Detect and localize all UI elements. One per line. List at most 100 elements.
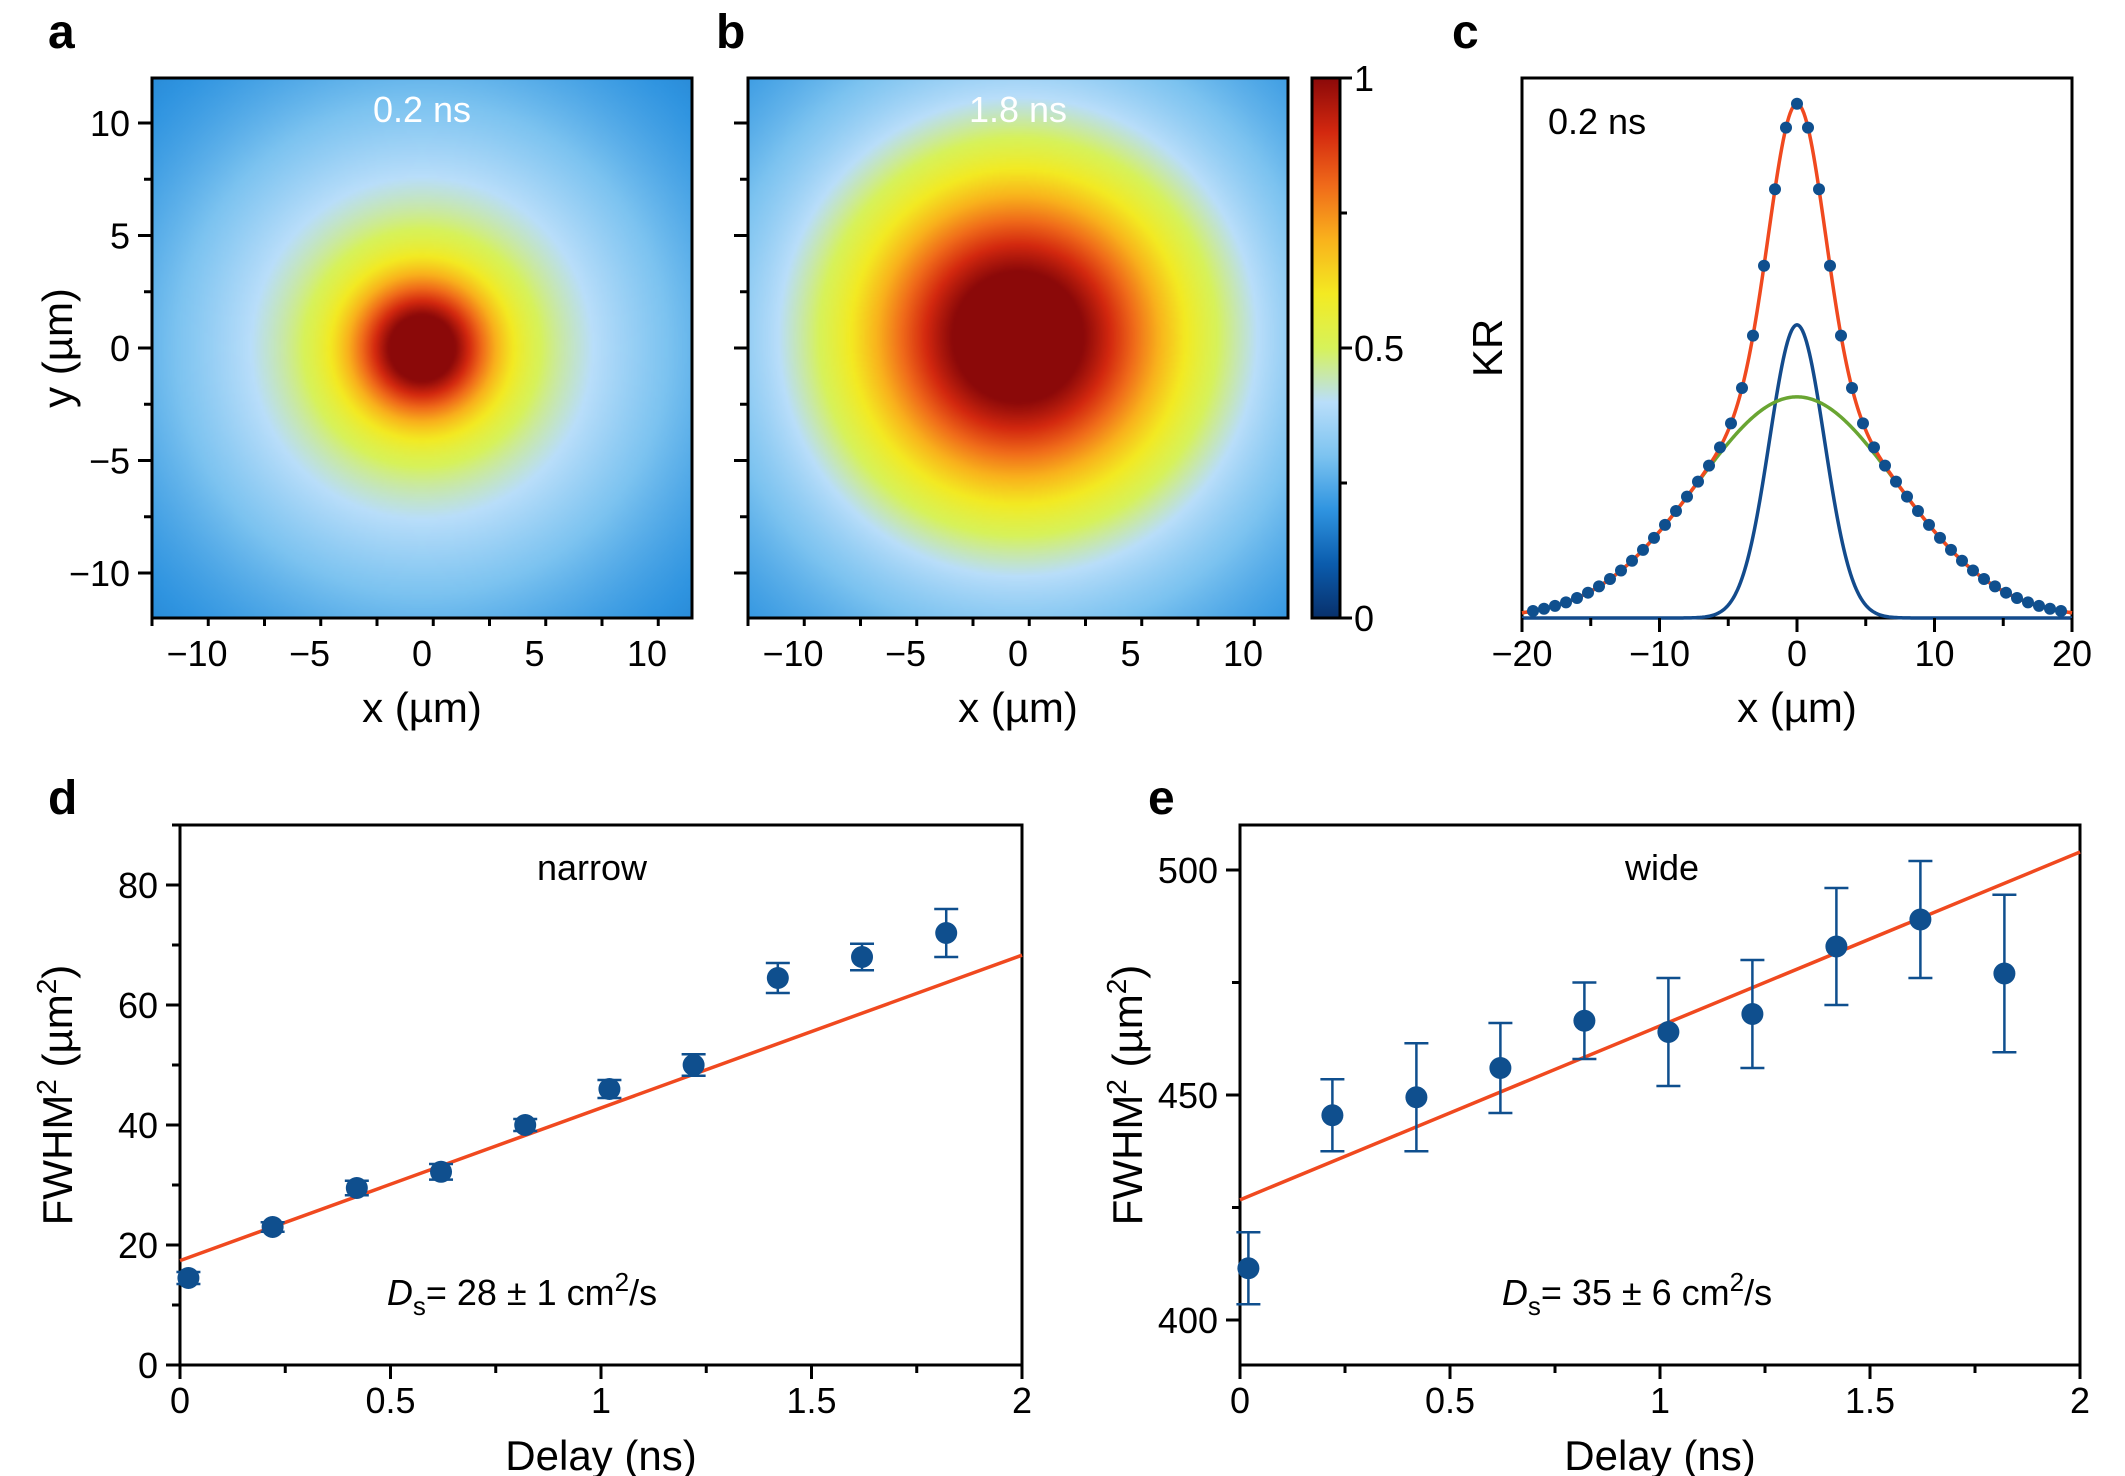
x-tick-label: −10 xyxy=(762,633,823,674)
profile-point xyxy=(1978,573,1990,586)
heatmap-image-1p8ns xyxy=(748,78,1288,618)
y-tick-label: 40 xyxy=(118,1105,158,1146)
data-point xyxy=(766,967,789,989)
profile-point xyxy=(1791,97,1803,110)
x-tick-label: 20 xyxy=(2052,633,2092,674)
data-point xyxy=(1825,935,1848,958)
x-tick-label: −10 xyxy=(166,633,227,674)
x-axis-title-a: x (µm) xyxy=(362,684,482,731)
data-point xyxy=(1741,1003,1764,1025)
data-point xyxy=(261,1216,284,1238)
y-ticks-e: 400 450 500 xyxy=(1158,850,1240,1341)
narrow-gaussian-curve xyxy=(1522,323,2072,620)
data-point xyxy=(430,1160,453,1183)
x-tick-label: 0 xyxy=(412,633,432,674)
linear-fit-line-d xyxy=(179,953,1023,1263)
profile-point xyxy=(1604,573,1616,586)
profile-point xyxy=(1857,417,1869,430)
y-ticks-a: −10 −5 0 5 10 xyxy=(69,103,152,594)
profile-point xyxy=(1670,505,1682,518)
profile-point xyxy=(1813,183,1825,196)
colorbar xyxy=(1312,78,1340,618)
inner-label-wide: wide xyxy=(1624,847,1699,888)
colorbar-tick-label: 0 xyxy=(1354,598,1374,639)
x-tick-label: −5 xyxy=(289,633,330,674)
panel-letter-c: c xyxy=(1452,6,1479,59)
profile-point xyxy=(2011,591,2023,604)
data-point xyxy=(514,1114,537,1136)
profile-point xyxy=(1549,599,1561,612)
profile-point xyxy=(1747,329,1759,342)
plot-frame-c xyxy=(1520,76,2074,620)
profile-point xyxy=(1615,564,1627,577)
colorbar-tick-label: 0.5 xyxy=(1354,328,1404,369)
diffusion-annotation-e: Ds= 35 ± 6 cm2/s xyxy=(1502,1267,1772,1321)
profile-data-points xyxy=(1527,97,2067,618)
profile-point xyxy=(1659,518,1671,531)
data-point xyxy=(1321,1104,1344,1127)
profile-point xyxy=(1780,121,1792,134)
data-point xyxy=(1993,962,2016,985)
x-tick-label: −5 xyxy=(885,633,926,674)
x-tick-label: 10 xyxy=(1223,633,1263,674)
profile-point xyxy=(2044,602,2056,615)
y-ticks-b xyxy=(734,121,748,575)
y-tick-label: 80 xyxy=(118,865,158,906)
y-tick-label: 10 xyxy=(90,103,130,144)
x-ticks-c: −20 −10 0 10 20 xyxy=(1491,618,2092,674)
profile-point xyxy=(2055,605,2067,618)
data-point xyxy=(1489,1057,1512,1079)
y-tick-label: 450 xyxy=(1158,1075,1218,1116)
x-tick-label: 2 xyxy=(2070,1380,2090,1421)
profile-point xyxy=(1967,564,1979,577)
profile-point xyxy=(1956,554,1968,567)
profile-point xyxy=(1901,490,1913,503)
y-ticks-d: 0 20 40 60 80 xyxy=(118,823,180,1386)
y-tick-label: 500 xyxy=(1158,850,1218,891)
profile-point xyxy=(1835,329,1847,342)
panel-letter-e: e xyxy=(1148,772,1175,825)
profile-point xyxy=(1681,490,1693,503)
x-tick-label: 5 xyxy=(524,633,544,674)
y-tick-label: 0 xyxy=(110,328,130,369)
profile-point xyxy=(1538,602,1550,615)
profile-point xyxy=(1923,518,1935,531)
profile-point xyxy=(2022,596,2034,609)
profile-point xyxy=(2033,599,2045,612)
profile-point xyxy=(1714,441,1726,454)
panel-letter-b: b xyxy=(716,6,745,59)
profile-point xyxy=(1527,605,1539,618)
colorbar-tick-label: 1 xyxy=(1354,58,1374,99)
data-point xyxy=(1573,1009,1596,1032)
panel-c-profile: c 0.2 ns −20 −10 0 10 20 x (µm) KR xyxy=(1452,6,2092,731)
profile-point xyxy=(1560,596,1572,609)
data-point xyxy=(345,1177,368,1199)
profile-point xyxy=(1846,382,1858,395)
y-axis-title-c: KR xyxy=(1464,319,1511,377)
data-point xyxy=(682,1054,705,1076)
x-tick-label: 1.5 xyxy=(786,1380,836,1421)
profile-point xyxy=(1736,382,1748,395)
y-tick-label: 400 xyxy=(1158,1300,1218,1341)
x-ticks-a: −10 −5 0 5 10 xyxy=(150,618,667,674)
time-label-c: 0.2 ns xyxy=(1548,101,1646,142)
profile-point xyxy=(1637,543,1649,556)
x-tick-label: 0.5 xyxy=(365,1380,415,1421)
diffusion-annotation-d: Ds= 28 ± 1 cm2/s xyxy=(387,1267,657,1321)
y-axis-title-e: FWHM2 (µm2) xyxy=(1101,965,1151,1226)
y-tick-label: −10 xyxy=(69,553,130,594)
profile-point xyxy=(1582,586,1594,599)
x-tick-label: 1 xyxy=(1650,1380,1670,1421)
data-point xyxy=(1657,1021,1680,1043)
x-tick-label: 10 xyxy=(627,633,667,674)
data-point xyxy=(1237,1257,1260,1280)
time-label-b: 1.8 ns xyxy=(969,89,1067,130)
profile-point xyxy=(1934,531,1946,544)
profile-point xyxy=(1571,591,1583,604)
data-points-d xyxy=(177,922,958,1289)
data-point xyxy=(1405,1086,1428,1109)
y-tick-label: 20 xyxy=(118,1225,158,1266)
profile-point xyxy=(1868,441,1880,454)
x-tick-label: 1 xyxy=(591,1380,611,1421)
